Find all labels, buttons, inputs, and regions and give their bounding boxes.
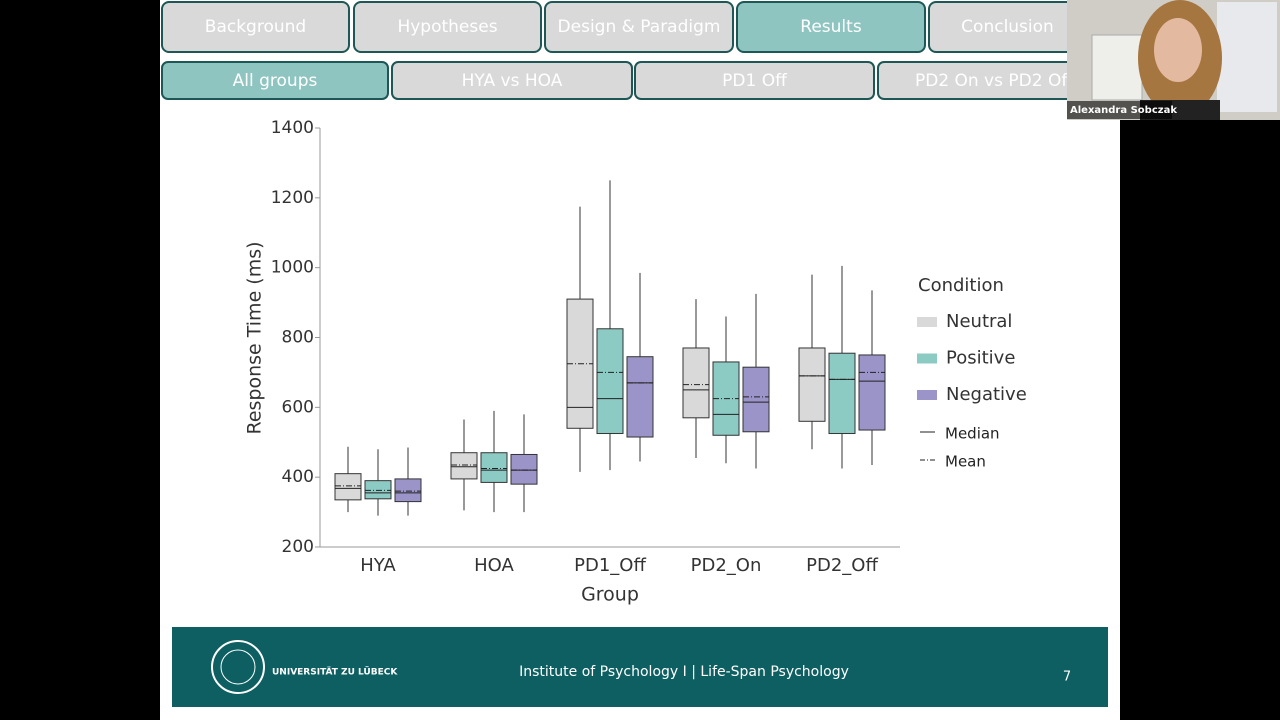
box — [682, 347, 710, 419]
box — [480, 452, 508, 483]
legend-title: Condition — [918, 275, 1004, 296]
y-tick-label: 1200 — [271, 188, 314, 208]
y-axis-label: Response Time (ms) — [244, 241, 266, 434]
box — [596, 328, 624, 435]
legend-label: Positive — [946, 348, 1015, 369]
y-tick-label: 1000 — [271, 258, 314, 278]
nav-tab-label: Background — [205, 17, 306, 37]
footer-bar — [172, 627, 1108, 707]
sub-tab-label: PD2 On vs PD2 Off — [915, 71, 1074, 91]
x-tick-label: PD2_On — [691, 555, 762, 576]
box — [626, 356, 654, 438]
nav-tab[interactable] — [161, 1, 350, 53]
nav-tab-label: Conclusion — [961, 17, 1054, 37]
y-tick-label: 200 — [282, 537, 314, 557]
legend-swatch — [917, 390, 937, 400]
legend-swatch — [917, 353, 937, 364]
participant-label-bg — [1067, 101, 1172, 119]
webcam-window — [1091, 34, 1143, 101]
page-number: 7 — [1063, 670, 1071, 685]
sub-tab-label: HYA vs HOA — [462, 71, 563, 91]
nav-tab[interactable] — [353, 1, 542, 53]
sub-tab[interactable] — [391, 61, 633, 100]
y-tick-label: 600 — [282, 397, 314, 417]
legend-median: Median — [945, 425, 1000, 443]
university-seal-inner — [220, 649, 256, 685]
x-axis-label: Group — [581, 584, 639, 606]
sub-tab[interactable] — [634, 61, 875, 100]
box — [798, 347, 826, 422]
sub-tab-label: PD1 Off — [722, 71, 788, 91]
y-tick-label: 400 — [282, 467, 314, 487]
nav-tab[interactable] — [544, 1, 734, 53]
sub-tab-label: All groups — [233, 71, 318, 91]
box — [450, 452, 478, 480]
nav-tab-label: Design & Paradigm — [558, 17, 721, 37]
webcam-face — [1154, 18, 1202, 82]
institute-name: Institute of Psychology I | Life-Span Ps… — [519, 664, 849, 680]
participant-name: Alexandra Sobczak — [1070, 105, 1177, 116]
sub-tab[interactable] — [161, 61, 389, 100]
box — [510, 453, 538, 485]
box — [828, 352, 856, 435]
university-seal — [211, 640, 265, 694]
nav-tab[interactable] — [736, 1, 926, 53]
nav-tab-label: Results — [800, 17, 862, 37]
webcam-poster — [1217, 2, 1277, 112]
box — [742, 366, 770, 433]
x-tick-label: HYA — [360, 555, 396, 576]
y-tick-label: 1400 — [271, 118, 314, 138]
box — [858, 354, 886, 431]
legend-swatch — [917, 317, 937, 327]
x-tick-label: HOA — [474, 555, 514, 576]
legend-label: Negative — [946, 384, 1027, 405]
nav-tab-label: Hypotheses — [397, 17, 497, 37]
university-name: UNIVERSITÄT ZU LÜBECK — [272, 667, 398, 678]
box — [364, 480, 392, 500]
legend-mean: Mean — [945, 453, 986, 471]
box — [334, 473, 362, 501]
legend-label: Neutral — [946, 311, 1012, 332]
y-tick-label: 800 — [282, 328, 314, 348]
x-tick-label: PD1_Off — [574, 555, 646, 576]
x-tick-label: PD2_Off — [806, 555, 878, 576]
box — [394, 478, 422, 503]
